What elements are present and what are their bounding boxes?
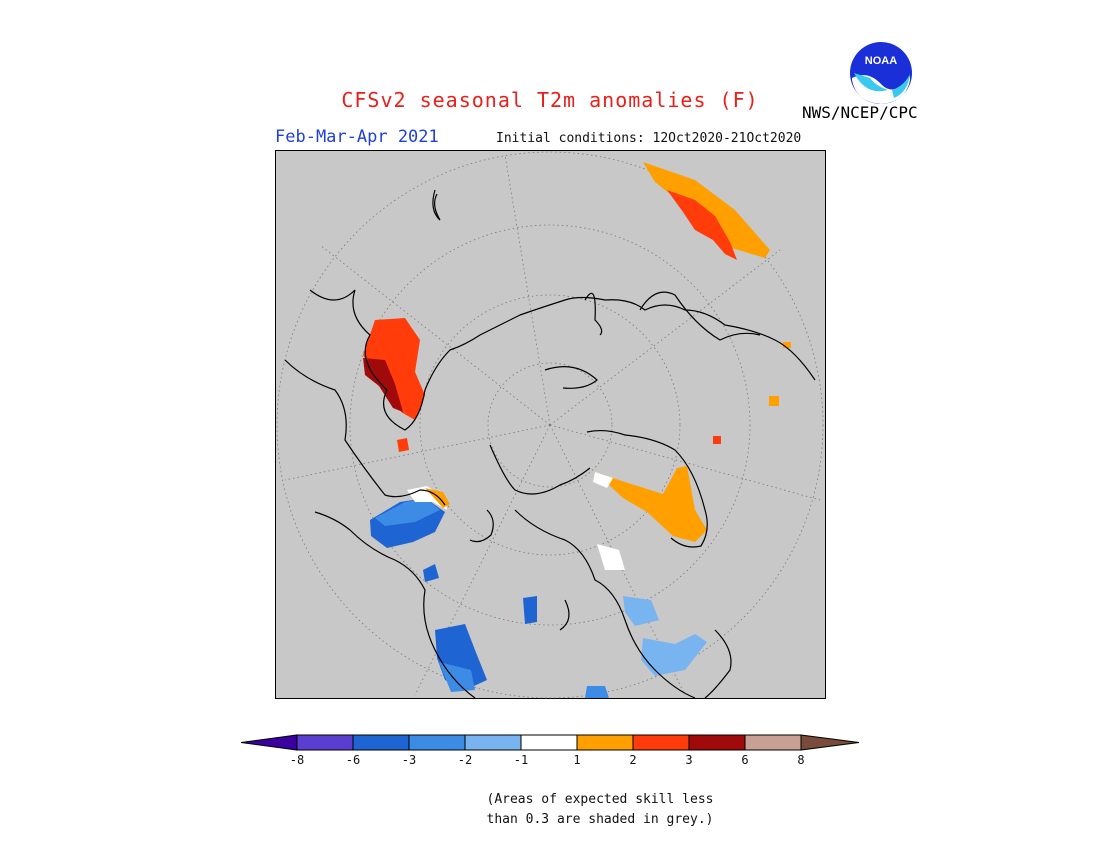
colorbar-segment	[688, 734, 746, 751]
colorbar-tick-label: -1	[514, 753, 528, 767]
colorbar-tick-label: 1	[573, 753, 580, 767]
colorbar-tick-label: -6	[346, 753, 360, 767]
colorbar-arrow-left	[240, 734, 298, 751]
season-label: Feb-Mar-Apr 2021	[275, 127, 439, 147]
initial-conditions-label: Initial conditions: 12Oct2020-21Oct2020	[496, 131, 802, 146]
polar-map	[275, 150, 826, 699]
colorbar-tick-label: 2	[629, 753, 636, 767]
footnote: (Areas of expected skill less than 0.3 a…	[470, 790, 730, 830]
colorbar-segment	[632, 734, 690, 751]
colorbar-segment	[352, 734, 410, 751]
footnote-line-1: (Areas of expected skill less	[486, 792, 714, 807]
colorbar-tick-label: -8	[290, 753, 304, 767]
colorbar-segment	[576, 734, 634, 751]
colorbar-arrow-right	[800, 734, 860, 751]
chart-title: CFSv2 seasonal T2m anomalies (F)	[341, 88, 759, 112]
colorbar-tick-label: 8	[797, 753, 804, 767]
colorbar: -8 -6 -3 -2 -1 1 2 3 6 8	[240, 734, 860, 767]
noaa-logo-text: NOAA	[865, 55, 897, 67]
colorbar-tick-label: 6	[741, 753, 748, 767]
colorbar-tick-label: 3	[685, 753, 692, 767]
coastlines	[284, 189, 816, 699]
colorbar-segment	[520, 734, 578, 751]
footnote-line-2: than 0.3 are shaded in grey.)	[486, 812, 714, 827]
colorbar-segment	[744, 734, 802, 751]
agency-label: NWS/NCEP/CPC	[802, 103, 918, 122]
colorbar-segment	[408, 734, 466, 751]
noaa-logo: NOAA	[850, 42, 912, 104]
colorbar-tick-label: -3	[402, 753, 416, 767]
anomaly-patches	[363, 162, 791, 698]
colorbar-segment	[464, 734, 522, 751]
graticule	[276, 151, 824, 699]
colorbar-tick-label: -2	[458, 753, 472, 767]
colorbar-segment	[296, 734, 354, 751]
